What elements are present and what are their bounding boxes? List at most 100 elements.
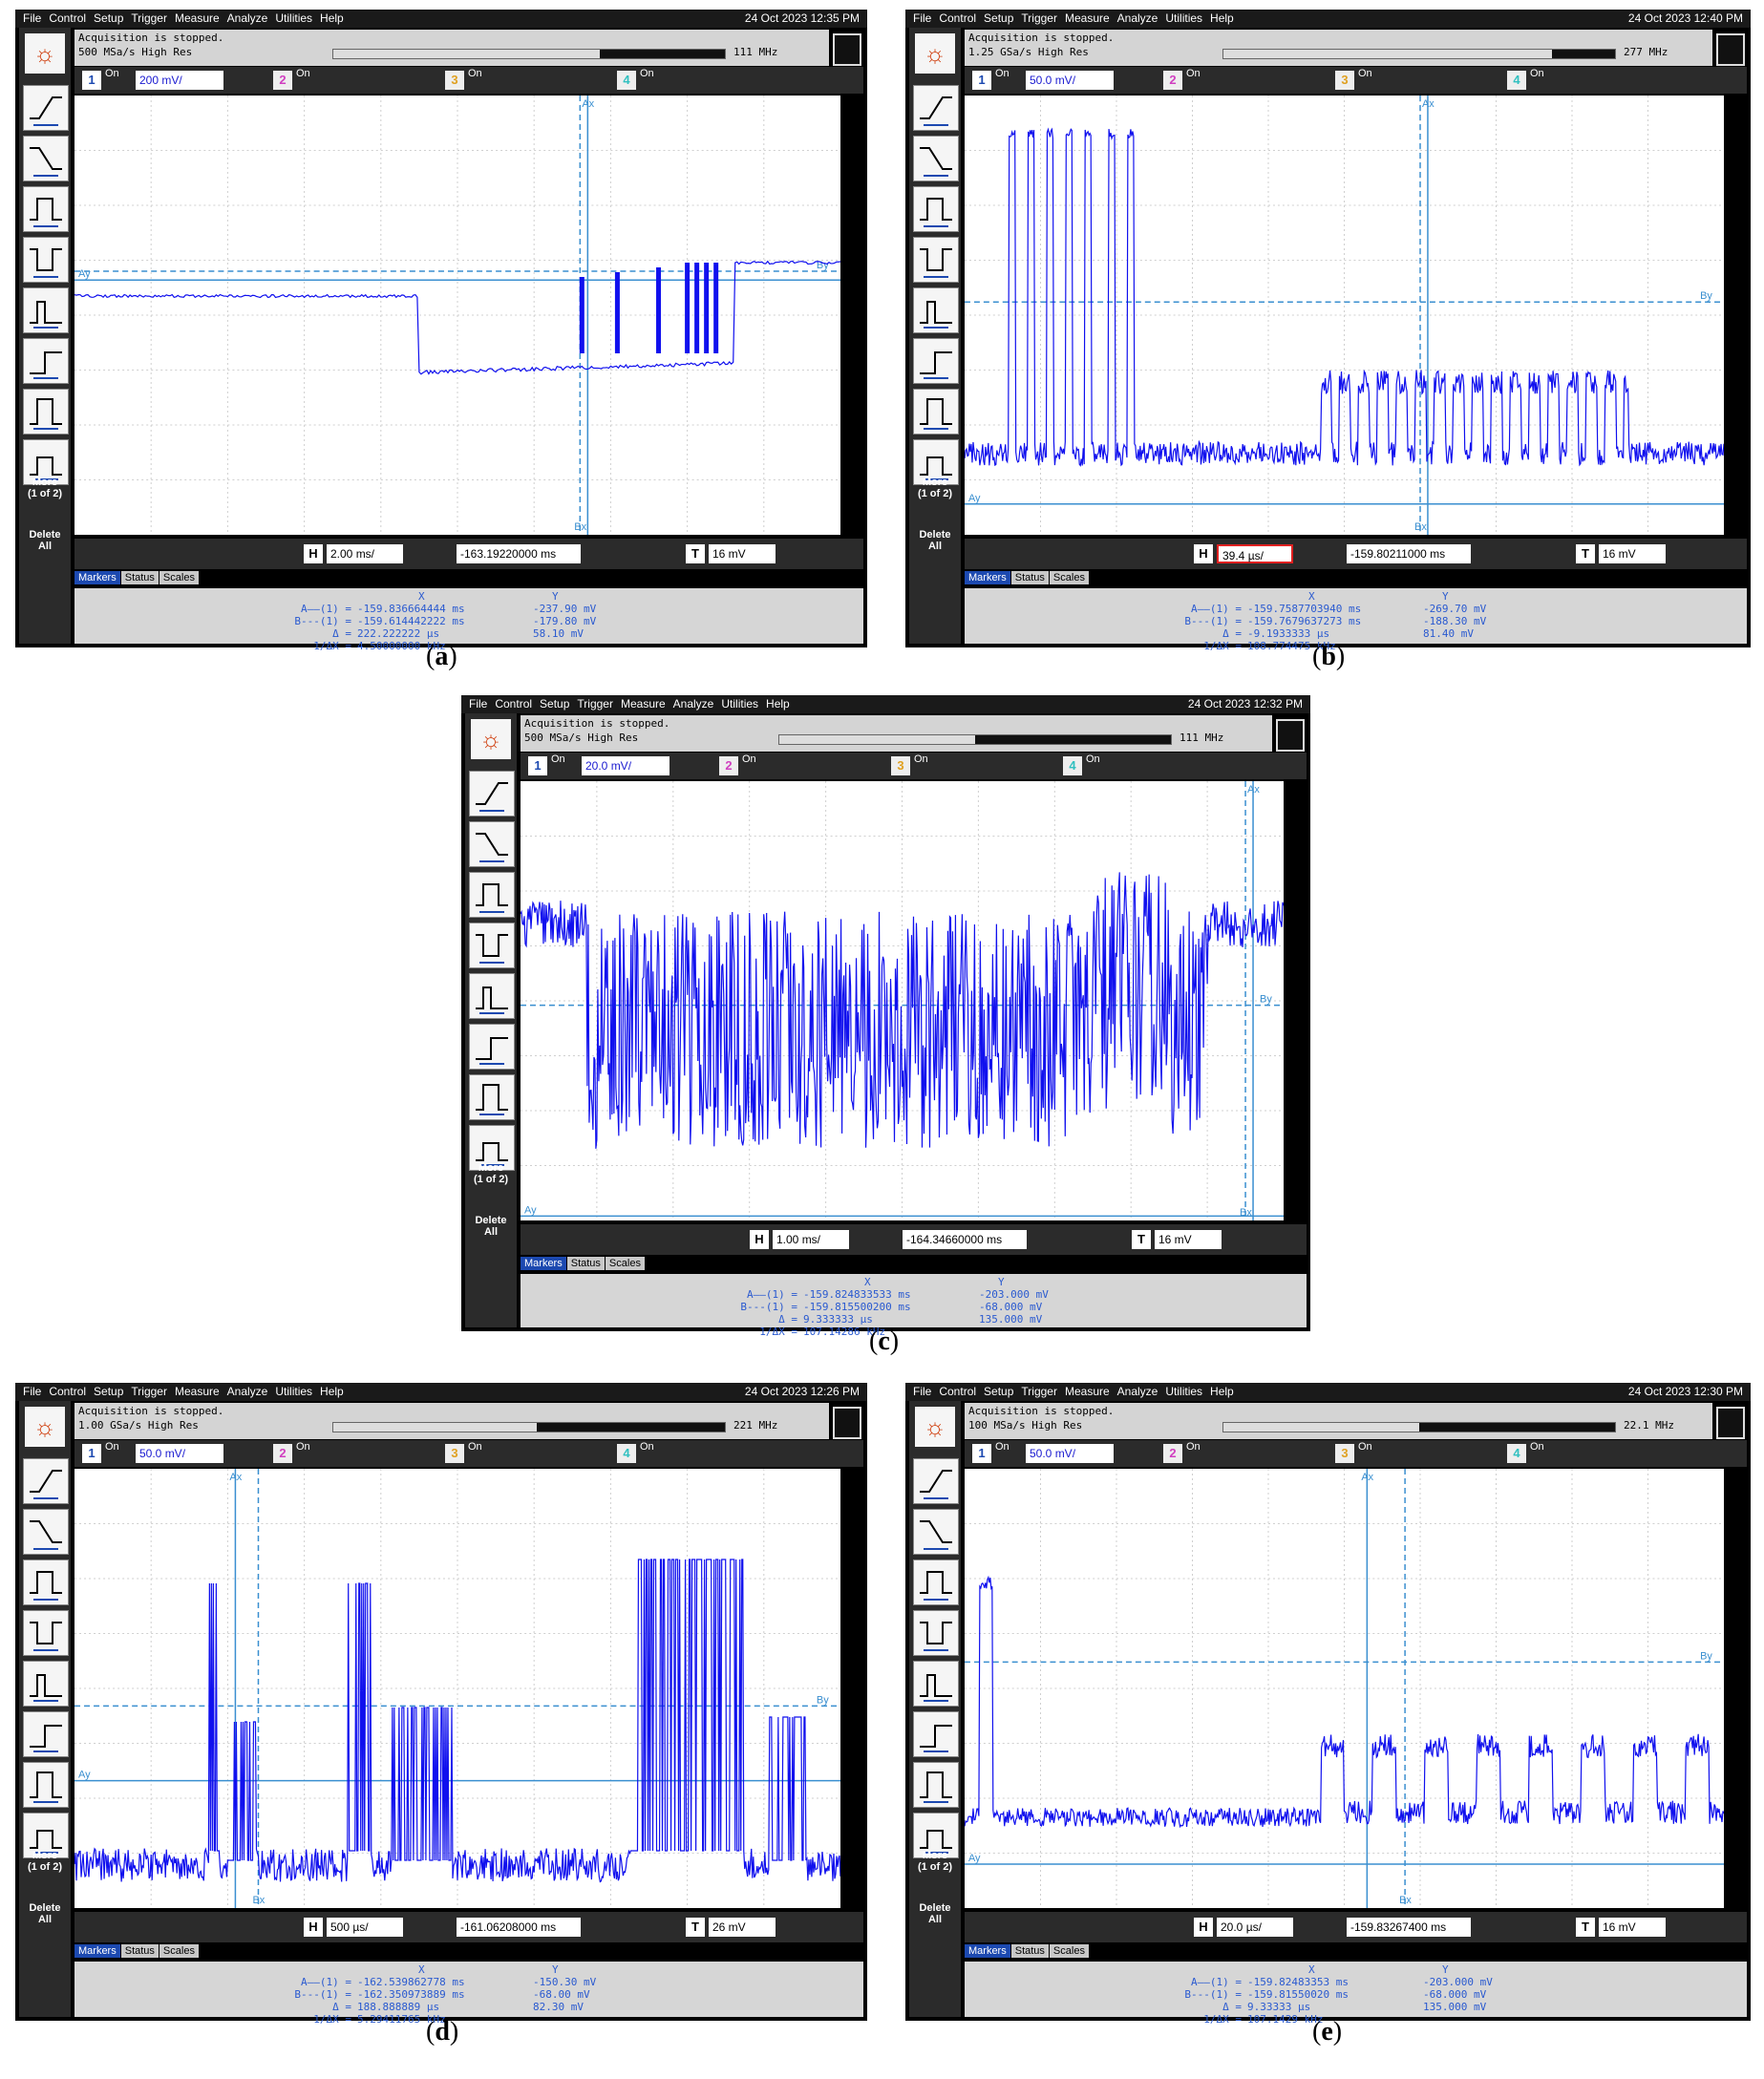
channel-on-label[interactable]: On (640, 68, 654, 79)
trigger-level-field[interactable]: 26 mV (709, 1918, 776, 1937)
delay-field[interactable]: -163.19220000 ms (457, 544, 581, 563)
menu-item[interactable]: Setup (94, 10, 123, 28)
transition-icon[interactable] (469, 1074, 515, 1120)
tab-status[interactable]: Status (1011, 1944, 1049, 1958)
menu-item[interactable]: File (23, 1383, 41, 1401)
menu-item[interactable]: File (913, 10, 931, 28)
channel-on-label[interactable]: On (1358, 1441, 1372, 1453)
channel-3-button[interactable]: 3 (445, 71, 464, 90)
rising-edge-icon[interactable] (23, 1458, 69, 1504)
channel-4-button[interactable]: 4 (1507, 1444, 1526, 1463)
channel-2-button[interactable]: 2 (719, 756, 738, 775)
runt-icon[interactable] (913, 1661, 959, 1707)
pulse-width-neg-icon[interactable] (469, 923, 515, 968)
transition-icon[interactable] (23, 1762, 69, 1808)
timebase-field[interactable]: 39.4 µs/ (1217, 544, 1293, 563)
more-button[interactable]: More (1 of 2) (21, 1850, 69, 1873)
menu-item[interactable]: Trigger (577, 695, 613, 713)
ch1-scale-field[interactable]: 20.0 mV/ (582, 756, 669, 775)
tab-status[interactable]: Status (121, 571, 159, 584)
falling-edge-icon[interactable] (913, 1509, 959, 1555)
delete-all-button[interactable]: Delete All (467, 1215, 515, 1238)
channel-on-label[interactable]: On (468, 1441, 482, 1453)
pulse-width-icon[interactable] (913, 186, 959, 232)
tab-scales[interactable]: Scales (1050, 571, 1089, 584)
falling-edge-icon[interactable] (913, 136, 959, 181)
agilent-logo-icon[interactable]: ☼ (25, 1407, 65, 1447)
menu-item[interactable]: Measure (1065, 1383, 1110, 1401)
menu-item[interactable]: Control (49, 1383, 86, 1401)
menu-item[interactable]: Help (320, 10, 344, 28)
stop-button[interactable] (1276, 719, 1305, 752)
agilent-logo-icon[interactable]: ☼ (915, 1407, 955, 1447)
setup-hold-icon[interactable] (23, 338, 69, 384)
menu-item[interactable]: Utilities (1165, 10, 1202, 28)
falling-edge-icon[interactable] (23, 136, 69, 181)
tab-markers[interactable]: Markers (74, 571, 120, 584)
delete-all-button[interactable]: Delete All (911, 1902, 959, 1925)
menu-item[interactable]: Utilities (275, 10, 312, 28)
delete-all-button[interactable]: Delete All (21, 529, 69, 552)
trigger-level-field[interactable]: 16 mV (709, 544, 776, 563)
channel-on-label[interactable]: On (995, 68, 1010, 79)
channel-on-label[interactable]: On (468, 68, 482, 79)
trigger-level-field[interactable]: 16 mV (1155, 1230, 1222, 1249)
menu-item[interactable]: Setup (984, 10, 1013, 28)
channel-3-button[interactable]: 3 (445, 1444, 464, 1463)
menu-item[interactable]: Measure (1065, 10, 1110, 28)
tab-status[interactable]: Status (121, 1944, 159, 1958)
ch1-scale-field[interactable]: 200 mV/ (136, 71, 223, 90)
tab-status[interactable]: Status (567, 1257, 605, 1270)
rising-edge-icon[interactable] (23, 85, 69, 131)
menu-item[interactable]: Analyze (1117, 1383, 1158, 1401)
more-button[interactable]: More (1 of 2) (911, 1850, 959, 1873)
ch1-scale-field[interactable]: 50.0 mV/ (136, 1444, 223, 1463)
menu-item[interactable]: Setup (984, 1383, 1013, 1401)
delay-field[interactable]: -161.06208000 ms (457, 1918, 581, 1937)
agilent-logo-icon[interactable]: ☼ (471, 719, 511, 759)
channel-1-button[interactable]: 1 (82, 1444, 101, 1463)
channel-on-label[interactable]: On (1186, 68, 1201, 79)
menu-item[interactable]: Utilities (275, 1383, 312, 1401)
menu-item[interactable]: Help (1210, 1383, 1234, 1401)
menu-item[interactable]: Analyze (227, 1383, 268, 1401)
menu-item[interactable]: Help (1210, 10, 1234, 28)
channel-1-button[interactable]: 1 (82, 71, 101, 90)
menu-item[interactable]: Trigger (1021, 10, 1057, 28)
channel-2-button[interactable]: 2 (1163, 71, 1182, 90)
delay-field[interactable]: -164.34660000 ms (903, 1230, 1027, 1249)
timebase-field[interactable]: 20.0 µs/ (1217, 1918, 1293, 1937)
channel-1-button[interactable]: 1 (528, 756, 547, 775)
timebase-field[interactable]: 2.00 ms/ (327, 544, 403, 563)
tab-markers[interactable]: Markers (965, 1944, 1010, 1958)
menu-item[interactable]: Measure (175, 1383, 220, 1401)
tab-scales[interactable]: Scales (606, 1257, 645, 1270)
delete-all-button[interactable]: Delete All (21, 1902, 69, 1925)
setup-hold-icon[interactable] (469, 1024, 515, 1070)
pulse-width-icon[interactable] (23, 186, 69, 232)
delay-field[interactable]: -159.83267400 ms (1347, 1918, 1471, 1937)
channel-1-button[interactable]: 1 (972, 71, 991, 90)
channel-on-label[interactable]: On (995, 1441, 1010, 1453)
channel-on-label[interactable]: On (296, 68, 310, 79)
trigger-level-field[interactable]: 16 mV (1599, 544, 1666, 563)
menu-item[interactable]: Measure (175, 10, 220, 28)
runt-icon[interactable] (23, 287, 69, 333)
runt-icon[interactable] (469, 973, 515, 1019)
pulse-width-neg-icon[interactable] (23, 237, 69, 283)
ch1-scale-field[interactable]: 50.0 mV/ (1026, 1444, 1114, 1463)
menu-item[interactable]: Trigger (1021, 1383, 1057, 1401)
delete-all-button[interactable]: Delete All (911, 529, 959, 552)
channel-4-button[interactable]: 4 (1063, 756, 1082, 775)
pulse-width-icon[interactable] (913, 1559, 959, 1605)
channel-3-button[interactable]: 3 (1335, 1444, 1354, 1463)
rising-edge-icon[interactable] (913, 1458, 959, 1504)
timebase-field[interactable]: 1.00 ms/ (773, 1230, 849, 1249)
more-button[interactable]: More (1 of 2) (467, 1162, 515, 1185)
menu-item[interactable]: File (469, 695, 487, 713)
pulse-width-icon[interactable] (23, 1559, 69, 1605)
stop-button[interactable] (833, 33, 861, 66)
menu-item[interactable]: File (913, 1383, 931, 1401)
channel-2-button[interactable]: 2 (273, 71, 292, 90)
menu-item[interactable]: Trigger (131, 10, 167, 28)
